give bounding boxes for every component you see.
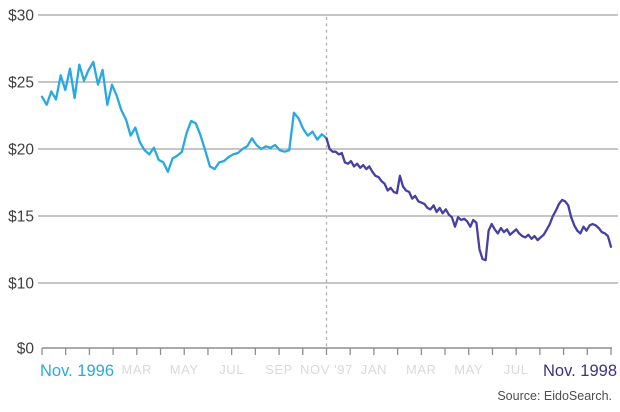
x-tick-label: MAY — [170, 362, 199, 377]
x-tick-label: JAN — [361, 362, 387, 377]
gridlines — [38, 14, 618, 284]
x-tick-label: MAY — [454, 362, 483, 377]
y-tick-label: $15 — [8, 209, 34, 226]
x-tick-label: JUL — [504, 362, 529, 377]
y-tick-label: $0 — [17, 341, 35, 358]
x-tick-label: NOV '97 — [300, 362, 353, 377]
x-tick-label: MAR — [406, 362, 437, 377]
x-tick-label: Nov. 1996 — [40, 362, 114, 380]
y-tick-label: $30 — [8, 8, 34, 25]
x-axis — [41, 347, 612, 355]
series-line-1997-1998 — [325, 137, 613, 262]
x-tick-label: JUL — [219, 362, 244, 377]
x-tick-label: MAR — [121, 362, 152, 377]
x-axis-labels: Nov. 1996 MAR MAY JUL SEP NOV '97 JAN MAR MAY JUL… — [40, 362, 617, 380]
y-tick-label: $25 — [8, 75, 34, 92]
y-tick-label: $10 — [8, 276, 34, 293]
y-axis-labels: $30 $25 $20 $15 $10 $0 — [8, 8, 34, 358]
series-line-1996-1997 — [40, 60, 328, 173]
source-text: Source: EidoSearch. — [497, 389, 612, 403]
x-tick-label: Nov. 1998 — [543, 362, 617, 380]
y-tick-label: $20 — [8, 142, 34, 159]
x-tick-label: SEP — [265, 362, 293, 377]
